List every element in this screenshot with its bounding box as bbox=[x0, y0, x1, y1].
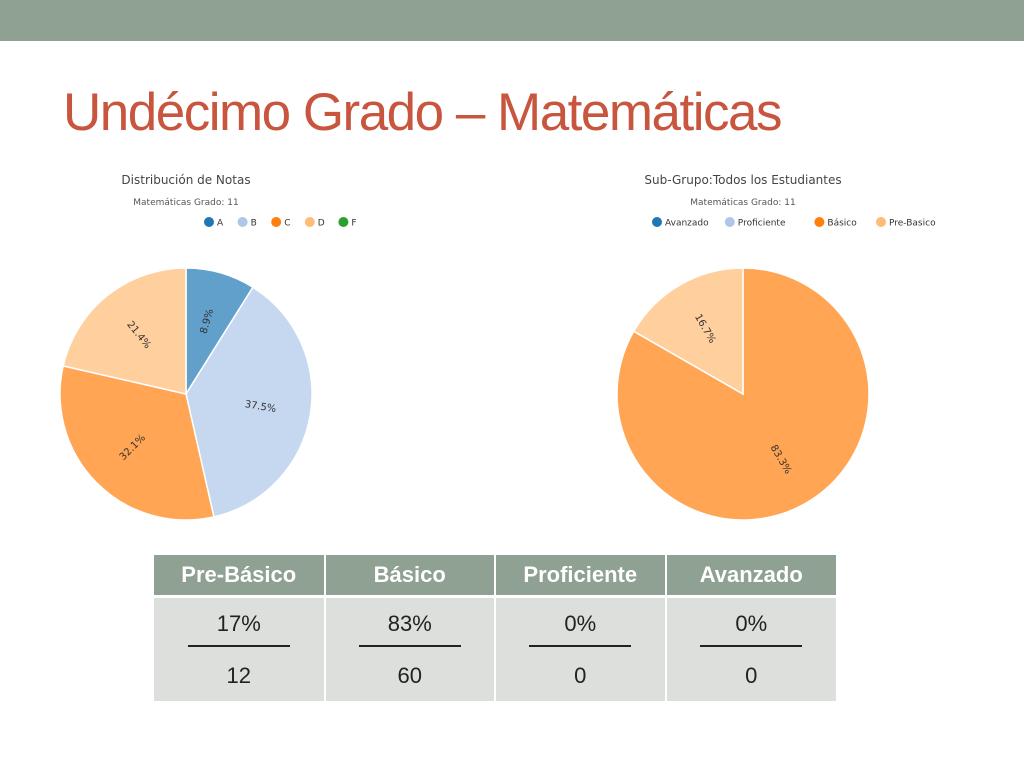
count-value: 60 bbox=[397, 662, 422, 688]
legend-item-basico[interactable]: Básico bbox=[814, 217, 857, 229]
legend-swatch bbox=[724, 217, 735, 227]
legend-swatch bbox=[814, 217, 825, 227]
count-value: 12 bbox=[226, 662, 251, 688]
legend-label: C bbox=[284, 219, 290, 229]
percent-value: 0% bbox=[735, 610, 768, 636]
legend-label: B bbox=[251, 219, 257, 229]
slice-label-b: 37.5% bbox=[244, 399, 277, 415]
legend-swatch bbox=[271, 217, 282, 227]
performance-summary-table: Pre-Básico Básico Proficiente Avanzado 1… bbox=[154, 555, 836, 701]
pie-slice-basico[interactable] bbox=[616, 267, 870, 521]
chart-title: Distribución de Notas bbox=[121, 173, 250, 187]
legend-swatch bbox=[876, 217, 886, 227]
fraction-divider bbox=[529, 644, 632, 647]
pie-slice-pre-basico[interactable] bbox=[632, 267, 744, 396]
legend-item-d[interactable]: D bbox=[304, 217, 325, 229]
chart-subtitle: Matemáticas Grado: 11 bbox=[690, 198, 795, 208]
fraction-divider bbox=[358, 644, 461, 647]
legend-swatch bbox=[237, 217, 248, 227]
percent-value: 0% bbox=[564, 610, 597, 636]
cell-avanzado: 0% 0 bbox=[665, 596, 836, 701]
count-value: 0 bbox=[574, 662, 587, 688]
legend-label: Avanzado bbox=[665, 219, 709, 229]
legend-label: Básico bbox=[827, 219, 857, 229]
header-pre-basico: Pre-Básico bbox=[154, 555, 326, 598]
pie-slice-c[interactable] bbox=[59, 365, 215, 521]
percent-value: 83% bbox=[387, 610, 432, 636]
percent-value: 17% bbox=[216, 610, 261, 636]
chart-subtitle: Matemáticas Grado: 11 bbox=[133, 198, 238, 208]
legend-label: D bbox=[318, 219, 325, 229]
legend-item-proficiente[interactable]: Proficiente bbox=[724, 217, 786, 229]
fraction-divider bbox=[700, 644, 803, 647]
legend-item-c[interactable]: C bbox=[271, 217, 290, 229]
header-proficiente: Proficiente bbox=[495, 555, 667, 598]
cell-proficiente: 0% 0 bbox=[495, 596, 667, 701]
count-value: 0 bbox=[745, 662, 758, 688]
pie-slice-b[interactable] bbox=[185, 286, 313, 518]
table-row: 17% 12 83% 60 0% 0 0% 0 bbox=[154, 596, 836, 701]
legend-label: F bbox=[351, 219, 356, 229]
legend-item-a[interactable]: A bbox=[204, 217, 224, 229]
fraction-divider bbox=[187, 644, 290, 647]
table-header-row: Pre-Básico Básico Proficiente Avanzado bbox=[154, 555, 836, 598]
cell-basico: 83% 60 bbox=[324, 596, 496, 701]
chart-title: Sub-Grupo:Todos los Estudiantes bbox=[644, 173, 841, 187]
header-basico: Básico bbox=[324, 555, 496, 598]
slide-title: Undécimo Grado – Matemáticas bbox=[63, 83, 783, 142]
legend-label: Pre-Basico bbox=[889, 219, 936, 229]
legend-label: A bbox=[217, 219, 224, 229]
legend-swatch bbox=[204, 217, 214, 227]
legend-item-f[interactable]: F bbox=[338, 217, 357, 229]
legend-label: Proficiente bbox=[738, 219, 786, 229]
legend-item-pre-basico[interactable]: Pre-Basico bbox=[876, 217, 936, 229]
subgroup-pie-chart: Sub-Grupo:Todos los Estudiantes Matemátic… bbox=[616, 173, 936, 521]
legend-swatch bbox=[652, 217, 662, 227]
grade-distribution-pie-chart: Distribución de Notas Matemáticas Grado: … bbox=[59, 173, 357, 521]
legend-swatch bbox=[304, 217, 315, 227]
legend-item-avanzado[interactable]: Avanzado bbox=[652, 217, 709, 229]
legend-item-b[interactable]: B bbox=[237, 217, 257, 229]
pie-slice-d[interactable] bbox=[62, 267, 187, 395]
cell-pre-basico: 17% 12 bbox=[154, 596, 326, 701]
legend-swatch bbox=[338, 217, 349, 227]
header-avanzado: Avanzado bbox=[665, 555, 836, 598]
top-bar bbox=[0, 0, 1024, 41]
